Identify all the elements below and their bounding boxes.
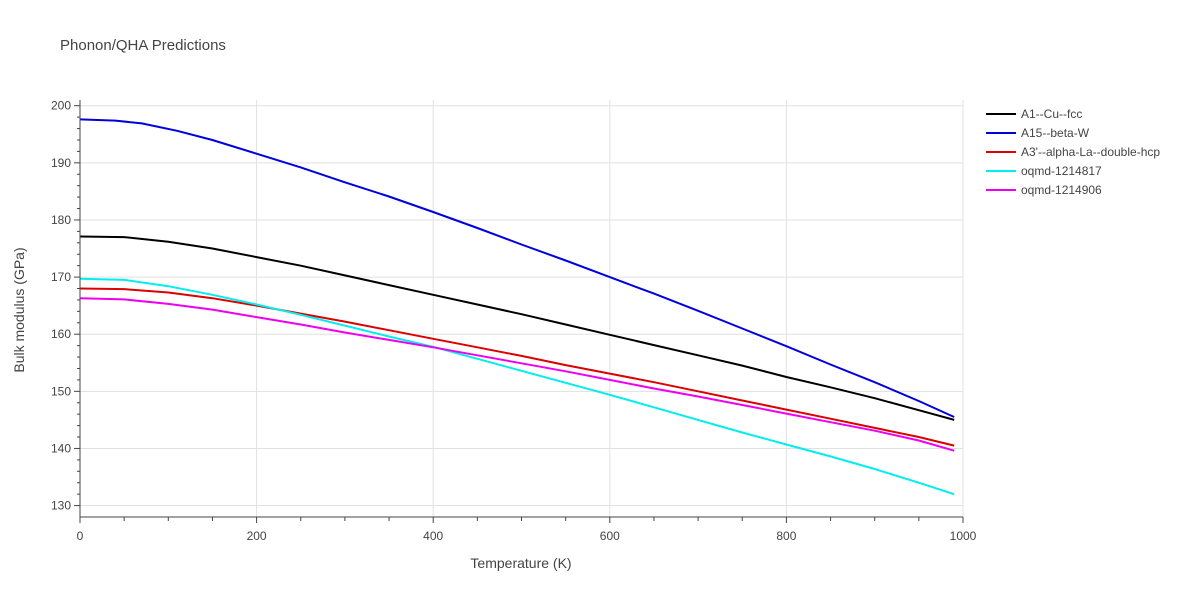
grid-layer	[80, 100, 964, 517]
axes-layer: 0 200 400 600 800 1000 130 140 150 160 170 180 190 20…	[51, 99, 977, 543]
legend[interactable]: A1--Cu--fcc A15--beta-W A3'--alpha-La--dou…	[986, 107, 1160, 197]
legend-label: oqmd-1214817	[1021, 164, 1102, 178]
legend-item-4[interactable]: oqmd-1214906	[986, 183, 1102, 197]
y-tick-label: 180	[51, 213, 71, 227]
legend-label: A3'--alpha-La--double-hcp	[1021, 145, 1160, 159]
y-axis-label: Bulk modulus (GPa)	[11, 247, 27, 372]
series-layer	[79, 118, 955, 496]
x-tick-label: 1000	[950, 529, 977, 543]
series-line-0	[79, 235, 955, 421]
x-tick-label: 0	[77, 529, 84, 543]
x-tick-label: 200	[247, 529, 267, 543]
legend-item-3[interactable]: oqmd-1214817	[986, 164, 1102, 178]
y-tick-label: 170	[51, 270, 71, 284]
legend-item-2[interactable]: A3'--alpha-La--double-hcp	[986, 145, 1160, 159]
y-tick-label: 190	[51, 156, 71, 170]
y-tick-label: 200	[51, 99, 71, 113]
x-tick-label: 400	[423, 529, 443, 543]
legend-label: oqmd-1214906	[1021, 183, 1102, 197]
series-line-3	[79, 277, 955, 496]
legend-label: A15--beta-W	[1021, 126, 1090, 140]
x-axis-label: Temperature (K)	[470, 555, 571, 571]
series-line-1	[79, 118, 955, 418]
legend-item-0[interactable]: A1--Cu--fcc	[986, 107, 1082, 121]
chart-title: Phonon/QHA Predictions	[60, 37, 226, 54]
y-tick-label: 140	[51, 441, 71, 455]
x-tick-label: 800	[776, 529, 796, 543]
y-tick-label: 130	[51, 499, 71, 513]
x-tick-label: 600	[600, 529, 620, 543]
series-line-2	[79, 287, 955, 447]
series-line-4	[79, 297, 955, 452]
legend-label: A1--Cu--fcc	[1021, 107, 1082, 121]
y-tick-label: 150	[51, 384, 71, 398]
y-tick-label: 160	[51, 327, 71, 341]
legend-item-1[interactable]: A15--beta-W	[986, 126, 1090, 140]
